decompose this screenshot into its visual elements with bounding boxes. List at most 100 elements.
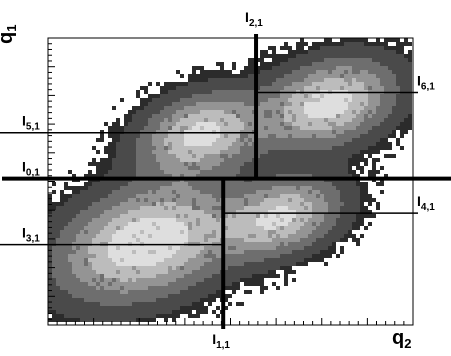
density-cell	[356, 190, 360, 194]
density-cell	[360, 206, 364, 210]
density-cell	[220, 114, 224, 118]
density-cell	[256, 254, 260, 258]
density-cell	[228, 206, 232, 210]
density-cell	[284, 202, 288, 206]
density-cell	[308, 126, 312, 130]
density-cell	[236, 86, 240, 90]
density-cell	[80, 318, 84, 322]
density-cell	[352, 94, 356, 98]
density-cell	[372, 74, 376, 78]
density-cell	[244, 270, 248, 274]
density-cell	[184, 126, 188, 130]
density-cell	[112, 286, 116, 290]
density-cell	[360, 62, 364, 66]
density-cell	[288, 70, 292, 74]
density-cell	[84, 294, 88, 298]
density-cell	[332, 158, 336, 162]
density-cell	[300, 214, 304, 218]
density-cell	[352, 174, 356, 178]
density-cell	[320, 62, 324, 66]
density-cell	[108, 150, 112, 154]
density-cell	[260, 134, 264, 138]
density-cell	[160, 202, 164, 206]
density-cell	[280, 54, 284, 58]
density-cell	[276, 202, 280, 206]
density-cell	[300, 258, 304, 262]
density-cell	[84, 186, 88, 190]
density-cell	[188, 282, 192, 286]
density-cell	[340, 74, 344, 78]
density-cell	[356, 50, 360, 54]
cut-label-5-1: I5,1	[22, 113, 40, 133]
density-cell	[392, 46, 396, 50]
density-cell	[128, 210, 132, 214]
density-cell	[76, 234, 80, 238]
density-cell	[344, 202, 348, 206]
density-cell	[216, 238, 220, 242]
density-cell	[132, 246, 136, 250]
density-cell	[216, 86, 220, 90]
density-cell	[384, 50, 388, 54]
density-cell	[284, 154, 288, 158]
density-cell	[64, 210, 68, 214]
density-cell	[300, 186, 304, 190]
density-cell	[216, 270, 220, 274]
density-cell	[204, 198, 208, 202]
density-cell	[292, 94, 296, 98]
density-cell	[100, 282, 104, 286]
density-cell	[276, 226, 280, 230]
density-cell	[248, 150, 252, 154]
density-cell	[264, 62, 268, 66]
density-cell	[328, 222, 332, 226]
density-cell	[156, 222, 160, 226]
density-cell	[96, 214, 100, 218]
density-cell	[124, 290, 128, 294]
density-cell	[68, 218, 72, 222]
density-cell	[308, 62, 312, 66]
density-cell	[392, 126, 396, 130]
density-cell	[260, 282, 264, 286]
density-cell	[248, 266, 252, 270]
density-cell	[396, 42, 400, 46]
density-cell	[364, 194, 368, 198]
density-cell	[192, 238, 196, 242]
density-cell	[92, 158, 96, 162]
density-cell	[108, 318, 112, 322]
density-cell	[332, 86, 336, 90]
density-cell	[240, 138, 244, 142]
density-cell	[300, 190, 304, 194]
density-cell	[200, 74, 204, 78]
density-cell	[344, 206, 348, 210]
density-cell	[248, 282, 252, 286]
density-cell	[224, 86, 228, 90]
density-cell	[152, 202, 156, 206]
density-cell	[240, 206, 244, 210]
density-cell	[236, 226, 240, 230]
density-cell	[284, 194, 288, 198]
density-cell	[356, 46, 360, 50]
density-cell	[136, 254, 140, 258]
density-cell	[232, 226, 236, 230]
density-cell	[216, 274, 220, 278]
density-cell	[292, 118, 296, 122]
density-cell	[112, 190, 116, 194]
density-cell	[324, 174, 328, 178]
density-cell	[260, 66, 264, 70]
density-cell	[204, 254, 208, 258]
density-cell	[108, 134, 112, 138]
density-cell	[292, 238, 296, 242]
density-cell	[272, 150, 276, 154]
density-cell	[192, 302, 196, 306]
density-cell	[48, 238, 52, 242]
density-cell	[56, 258, 60, 262]
density-cell	[284, 162, 288, 166]
density-cell	[112, 162, 116, 166]
density-cell	[308, 242, 312, 246]
density-cell	[120, 158, 124, 162]
density-cell	[164, 294, 168, 298]
density-cell	[376, 86, 380, 90]
density-cell	[272, 134, 276, 138]
density-cell	[324, 66, 328, 70]
density-cell	[304, 50, 308, 54]
density-cell	[120, 214, 124, 218]
